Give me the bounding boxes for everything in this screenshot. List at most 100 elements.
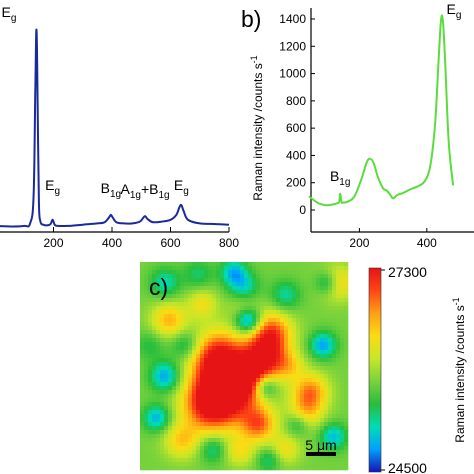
heatmap-cell [312,394,317,399]
heatmap-cell [152,358,157,363]
heatmap-cell [328,330,333,335]
heatmap-cell [308,286,313,291]
colorbar-axis-label: Raman intensity /counts s-1 [451,297,467,442]
heatmap-cell [208,438,213,443]
heatmap-cell [160,306,165,311]
heatmap-cell [284,438,289,443]
scale-bar-label: 5 μm [305,437,336,453]
heatmap-cell [320,390,325,395]
heatmap-cell [248,398,253,403]
heatmap-cell [208,454,213,459]
heatmap-cell [256,390,261,395]
heatmap-cell [300,270,305,275]
heatmap-cell [292,350,297,355]
heatmap-cell [176,270,181,275]
heatmap-cell [220,342,225,347]
heatmap-cell [160,466,165,471]
heatmap-cell [192,334,197,339]
heatmap-cell [332,442,337,447]
heatmap-cell [340,322,345,327]
heatmap-cell [148,326,153,331]
heatmap-cell [280,290,285,295]
heatmap-cell [164,390,169,395]
heatmap-cell [228,302,233,307]
heatmap-cell [224,362,229,367]
heatmap-cell [164,374,169,379]
heatmap-cell [332,322,337,327]
heatmap-cell [200,266,205,271]
heatmap-cell [280,430,285,435]
heatmap-cell [340,326,345,331]
heatmap-cell [308,394,313,399]
heatmap-cell [252,342,257,347]
heatmap-cell [228,266,233,271]
panel-a-x-tick-label-800: 800 [219,236,239,250]
heatmap-cell [216,334,221,339]
heatmap-cell [184,394,189,399]
heatmap-cell [244,290,249,295]
heatmap-cell [340,450,345,455]
heatmap-cell [208,394,213,399]
heatmap-cell [304,414,309,419]
heatmap-cell [212,262,217,267]
heatmap-cell [260,406,265,411]
heatmap-cell [300,290,305,295]
heatmap-cell [184,314,189,319]
heatmap-cell [324,286,329,291]
heatmap-cell [288,354,293,359]
heatmap-cell [200,290,205,295]
heatmap-cell [284,310,289,315]
panel-b-y-tick-label-800: 800 [286,94,306,108]
heatmap-cell [216,270,221,275]
heatmap-cell [328,350,333,355]
heatmap-cell [164,382,169,387]
heatmap-cell [240,322,245,327]
heatmap-cell [180,398,185,403]
heatmap-cell [140,266,145,271]
heatmap-cell [144,266,149,271]
heatmap-cell [212,426,217,431]
heatmap-cell [252,290,257,295]
heatmap-cell [244,394,249,399]
heatmap-cell [168,334,173,339]
heatmap-cell [244,390,249,395]
heatmap-cell [140,346,145,351]
heatmap-cell [188,314,193,319]
heatmap-cell [300,406,305,411]
panel-b-series-line-0 [308,14,455,207]
heatmap-cell [272,282,277,287]
heatmap-cell [296,430,301,435]
heatmap-cell [228,282,233,287]
heatmap-cell [320,366,325,371]
heatmap-cell [140,418,145,423]
heatmap-cell [228,370,233,375]
heatmap-cell [196,418,201,423]
heatmap-cell [268,414,273,419]
heatmap-cell [224,338,229,343]
heatmap-cell [180,366,185,371]
panel-b-peak-label-0-symbol: B [330,168,339,184]
heatmap-cell [180,418,185,423]
heatmap-cell [268,402,273,407]
heatmap-cell [300,370,305,375]
heatmap-cell [204,306,209,311]
heatmap-cell [296,402,301,407]
heatmap-cell [176,426,181,431]
heatmap-cell [144,410,149,415]
heatmap-cell [268,394,273,399]
heatmap-cell [252,410,257,415]
heatmap-cell [284,450,289,455]
heatmap-cell [336,306,341,311]
heatmap-cell [292,402,297,407]
heatmap-cell [144,406,149,411]
heatmap-cell [308,346,313,351]
heatmap-cell [308,334,313,339]
heatmap-cell [252,338,257,343]
heatmap-cell [324,378,329,383]
heatmap-cell [244,298,249,303]
heatmap-cell [192,386,197,391]
heatmap-cell [252,422,257,427]
heatmap-cell [220,438,225,443]
heatmap-cell [316,266,321,271]
heatmap-cell [212,418,217,423]
